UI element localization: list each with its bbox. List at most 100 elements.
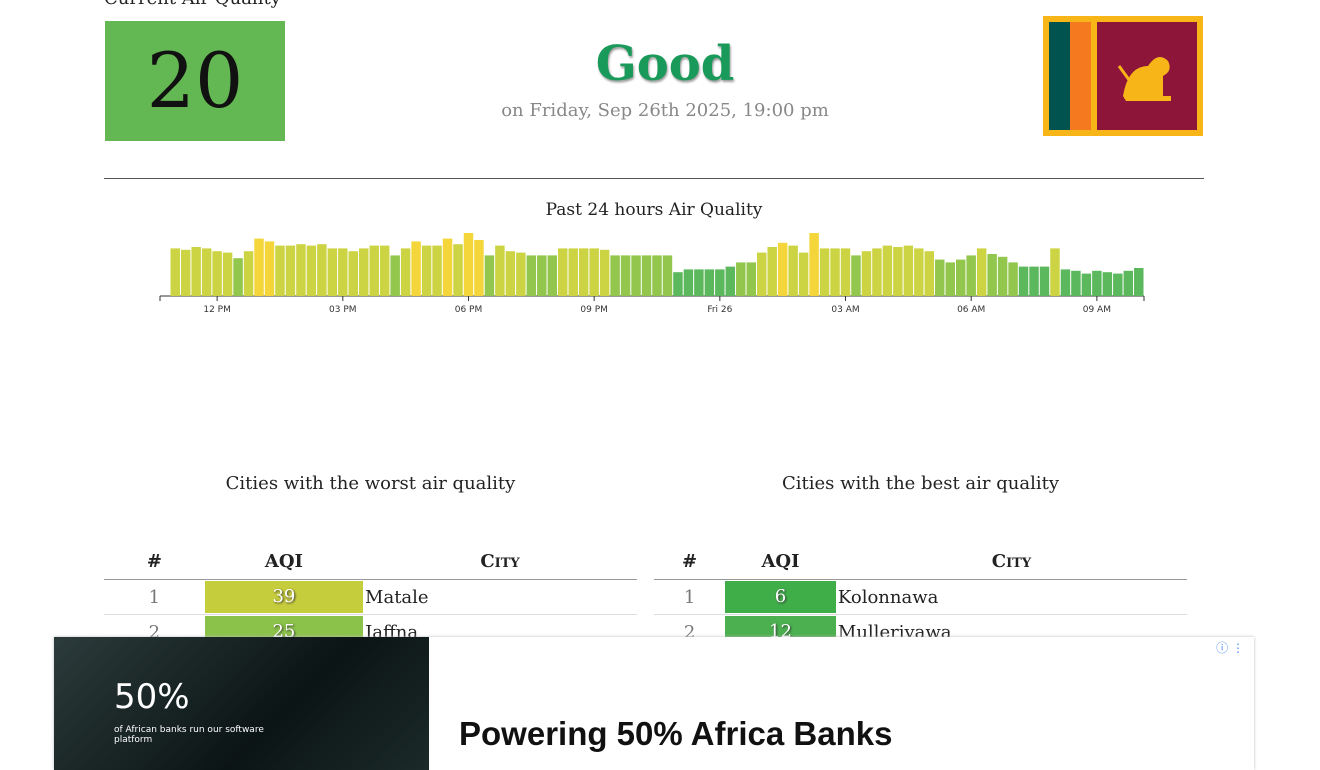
bar — [369, 245, 379, 296]
bar — [715, 269, 725, 296]
bar — [233, 258, 243, 296]
bar — [212, 251, 222, 296]
aqi-cell: 39 — [204, 579, 364, 615]
bar — [694, 269, 704, 296]
x-tick-label: 12 PM — [203, 305, 231, 315]
column-header: AQI — [725, 543, 836, 580]
bar — [589, 248, 599, 296]
rank: 1 — [654, 579, 726, 615]
bar — [746, 262, 756, 296]
chart-title: Past 24 hours Air Quality — [546, 200, 763, 220]
bar — [243, 251, 254, 296]
bar — [505, 251, 516, 296]
bar — [955, 259, 966, 296]
bar — [432, 245, 442, 296]
aqi-cell: 6 — [725, 579, 836, 615]
bar — [453, 244, 463, 296]
column-header: # — [104, 543, 205, 580]
bar — [275, 245, 285, 296]
bar — [578, 248, 589, 296]
x-tick-label: 03 AM — [831, 305, 859, 315]
bar — [809, 233, 819, 296]
aqi-value: 20 — [105, 21, 285, 141]
ad-image-headline: 50% — [114, 677, 190, 717]
section-title: Current Air Quality — [104, 0, 281, 9]
bar — [317, 244, 327, 296]
best-cities: Cities with the best air quality # AQI Cit… — [654, 473, 1187, 650]
bar — [662, 255, 673, 296]
bar — [1071, 270, 1081, 296]
ad-image: 50% of African banks run our software pl… — [54, 637, 429, 770]
column-header: City — [835, 543, 1187, 580]
country-flag — [1043, 16, 1203, 136]
bar — [1113, 273, 1123, 296]
bar — [610, 255, 620, 296]
bar — [180, 249, 191, 296]
city: Kolonnawa — [835, 579, 1187, 615]
ad-headline: Powering 50% Africa Banks — [459, 715, 893, 752]
bar — [1018, 266, 1029, 296]
bar — [222, 252, 233, 296]
x-tick-label: 03 PM — [329, 305, 357, 315]
bar — [777, 242, 788, 296]
x-tick-label: Fri 26 — [707, 305, 732, 315]
bar — [1081, 273, 1092, 296]
table-row: 1 39 Matale — [104, 579, 637, 615]
bar — [191, 247, 201, 296]
bar — [882, 245, 893, 296]
bar — [966, 255, 976, 296]
table-title: Cities with the best air quality — [782, 473, 1059, 494]
bar — [924, 251, 935, 296]
bar — [652, 255, 662, 296]
bar — [903, 245, 914, 296]
rank: 1 — [104, 579, 205, 615]
bar — [379, 245, 390, 296]
column-header: AQI — [204, 543, 364, 580]
bar — [683, 269, 694, 296]
bar — [327, 248, 338, 296]
history-chart: Past 24 hours Air Quality 12 PM 03 PM 06 P… — [159, 200, 1145, 315]
x-tick-label: 06 PM — [455, 305, 483, 315]
bar — [1060, 269, 1071, 296]
table: # AQI City 1 39 Matale 2 25 Jaffna — [104, 543, 637, 650]
aqi-value: 6 — [725, 581, 836, 613]
bar — [840, 248, 851, 296]
x-tick-label: 06 AM — [957, 305, 985, 315]
bar — [338, 248, 348, 296]
bar — [296, 244, 306, 296]
bar — [987, 254, 997, 296]
bar — [704, 269, 715, 296]
bar — [830, 248, 840, 296]
bar — [1050, 248, 1060, 296]
bar — [872, 248, 882, 296]
ad-info[interactable]: ⓘ ⋮ — [1216, 641, 1244, 655]
timestamp: on Friday, Sep 26th 2025, 19:00 pm — [501, 100, 829, 121]
bar — [976, 248, 987, 296]
bar — [756, 252, 767, 296]
bar — [390, 255, 400, 296]
bar — [359, 248, 369, 296]
bar — [893, 247, 903, 296]
bar — [736, 262, 746, 296]
bar — [526, 255, 537, 296]
bar — [170, 248, 180, 296]
worst-cities: Cities with the worst air quality # AQI Ci… — [104, 473, 637, 650]
bar — [1008, 262, 1018, 296]
column-header: # — [654, 543, 726, 580]
bar — [997, 256, 1008, 296]
advertisement[interactable]: 50% of African banks run our software pl… — [54, 637, 1254, 770]
bar — [1123, 270, 1134, 296]
ad-image-text: of African banks run our software platfo… — [114, 725, 264, 745]
bar — [620, 255, 631, 296]
bar — [568, 248, 578, 296]
bar — [861, 251, 872, 296]
bar — [495, 245, 505, 296]
bar — [788, 245, 798, 296]
bar — [945, 262, 955, 296]
bar — [1134, 268, 1144, 296]
bar — [631, 255, 641, 296]
bar — [641, 255, 652, 296]
bar — [935, 259, 945, 296]
bar — [400, 248, 411, 296]
